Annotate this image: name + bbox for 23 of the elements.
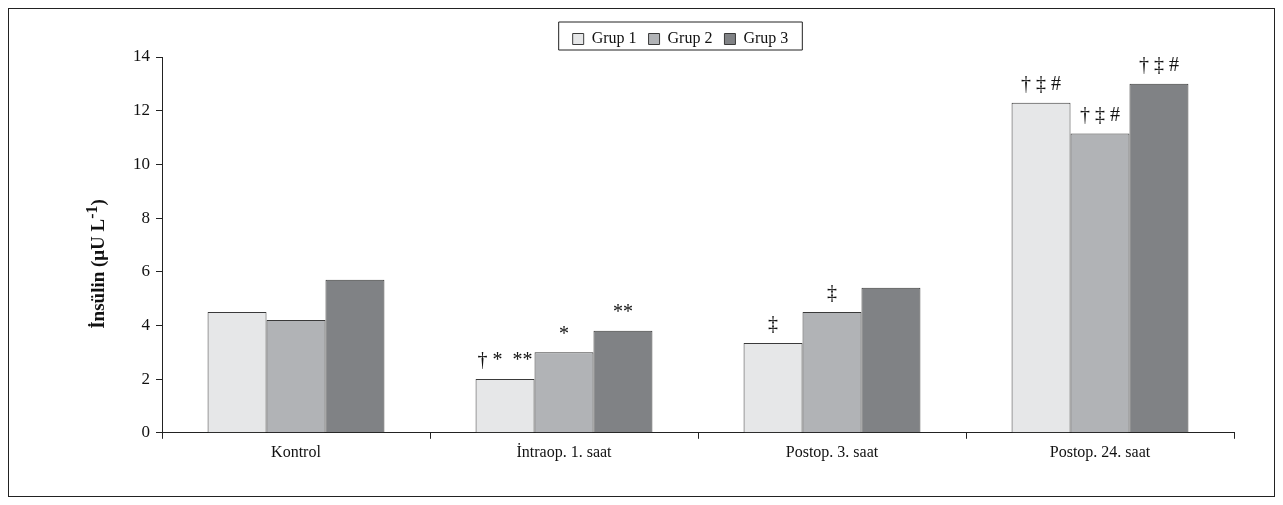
annotation: * — [559, 321, 569, 344]
legend-label: Grup 2 — [667, 29, 713, 48]
y-tick-label: 8 — [141, 207, 150, 227]
y-tick-label: 10 — [133, 153, 150, 173]
annotation: ‡ — [768, 312, 779, 335]
annotation: † ‡ # — [1080, 102, 1120, 125]
annotation: † ‡ # — [1138, 53, 1179, 76]
x-tick-label: Postop. 24. saat — [1049, 442, 1151, 461]
y-tick-label: 14 — [133, 46, 151, 66]
annotation: † ‡ # — [1021, 71, 1062, 94]
y-tick-label: 4 — [141, 314, 151, 334]
y-tick-label: 12 — [133, 100, 150, 120]
annotation: † * ** — [477, 348, 533, 371]
legend-label: Grup 1 — [591, 29, 637, 48]
legend-label: Grup 3 — [743, 29, 789, 48]
x-tick-label: İntraop. 1. saat — [516, 442, 613, 461]
annotation: ‡ — [827, 281, 837, 304]
y-tick-label: 0 — [141, 422, 150, 442]
x-tick-label: Postop. 3. saat — [785, 442, 879, 461]
annotation: ** — [612, 300, 633, 323]
y-tick-label: 2 — [141, 368, 150, 388]
x-tick-label: Kontrol — [271, 442, 322, 460]
y-tick-label: 6 — [141, 261, 150, 281]
